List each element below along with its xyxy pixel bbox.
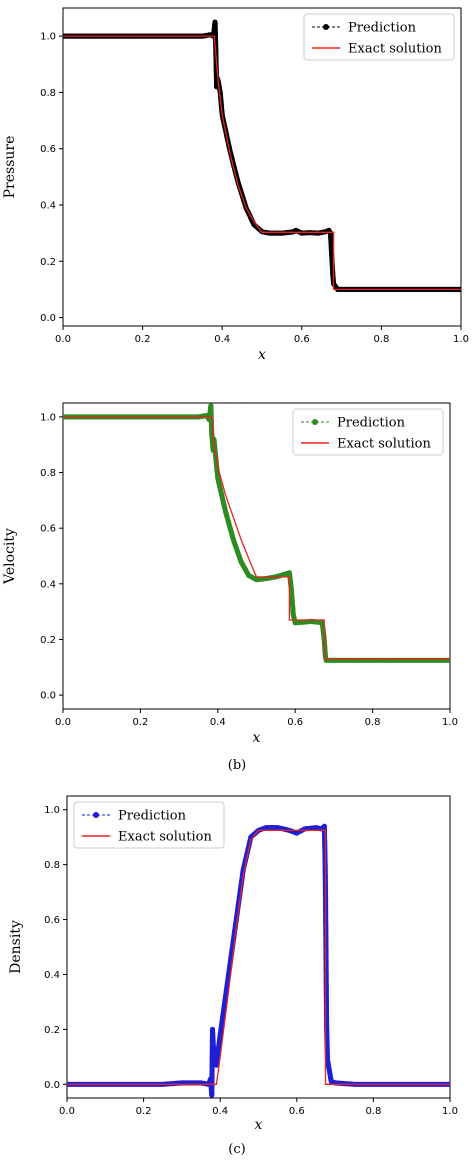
x-tick-label: 1.0 bbox=[442, 717, 458, 728]
legend: Prediction Exact solution bbox=[292, 408, 444, 456]
exact-solution-line bbox=[67, 829, 450, 1085]
legend-prediction-label: Prediction bbox=[118, 809, 187, 824]
x-tick-label: 0.4 bbox=[212, 1106, 228, 1117]
y-tick-label: 0.0 bbox=[44, 1080, 60, 1091]
x-tick-label: 1.0 bbox=[453, 334, 469, 345]
legend-prediction-marker bbox=[323, 24, 329, 30]
x-tick-label: 0.8 bbox=[365, 1106, 381, 1117]
x-axis-title: x bbox=[253, 730, 261, 746]
y-axis-title: Pressure bbox=[2, 136, 18, 199]
x-tick-label: 1.0 bbox=[442, 1106, 458, 1117]
chart-panel-a: 0.0 0.2 0.4 0.6 0.8 1.0 0.0 0.2 0.4 0.6 0.8 1.0 Pred… bbox=[2, 7, 469, 416]
y-tick-label: 0.4 bbox=[40, 579, 56, 590]
legend-box bbox=[303, 13, 455, 61]
x-tick-label: 0.6 bbox=[287, 717, 303, 728]
series-group bbox=[63, 19, 461, 293]
series-group bbox=[63, 403, 450, 663]
legend-box bbox=[292, 408, 444, 456]
legend-prediction-marker bbox=[312, 419, 318, 425]
x-axis-title: x bbox=[255, 1117, 263, 1133]
y-tick-label: 0.2 bbox=[40, 635, 56, 646]
x-tick-label: 0.2 bbox=[135, 334, 151, 345]
y-tick-label: 1.0 bbox=[40, 32, 56, 43]
y-tick-label: 0.8 bbox=[40, 88, 56, 99]
x-axis-title: x bbox=[258, 347, 266, 363]
panel-caption: (c) bbox=[228, 1142, 245, 1157]
x-tick-label: 0.0 bbox=[59, 1106, 75, 1117]
legend-prediction-marker bbox=[93, 812, 99, 818]
x-tick-label: 0.6 bbox=[289, 1106, 305, 1117]
legend-prediction-label: Prediction bbox=[348, 21, 417, 36]
panel-caption: (b) bbox=[228, 758, 246, 773]
x-tick-label: 0.0 bbox=[55, 334, 71, 345]
x-tick-label: 0.8 bbox=[373, 334, 389, 345]
y-tick-label: 0.2 bbox=[44, 1025, 60, 1036]
x-tick-label: 0.2 bbox=[132, 717, 148, 728]
legend-exact-label: Exact solution bbox=[118, 830, 212, 845]
legend: Prediction Exact solution bbox=[303, 13, 455, 61]
y-axis-title: Velocity bbox=[2, 528, 18, 585]
y-tick-label: 0.8 bbox=[40, 468, 56, 479]
plot-frame bbox=[62, 7, 462, 327]
y-tick-label: 1.0 bbox=[44, 805, 60, 816]
exact-solution-line bbox=[63, 416, 450, 660]
y-tick-label: 0.0 bbox=[40, 691, 56, 702]
legend: Prediction Exact solution bbox=[73, 801, 225, 849]
legend-exact-label: Exact solution bbox=[348, 42, 442, 57]
x-tick-label: 0.2 bbox=[136, 1106, 152, 1117]
y-tick-label: 1.0 bbox=[40, 412, 56, 423]
x-tick-label: 0.6 bbox=[294, 334, 310, 345]
legend-prediction-label: Prediction bbox=[337, 416, 406, 431]
y-tick-label: 0.6 bbox=[40, 524, 56, 535]
series-group bbox=[67, 823, 450, 1098]
y-tick-label: 0.6 bbox=[40, 144, 56, 155]
y-tick-label: 0.6 bbox=[44, 915, 60, 926]
x-tick-label: 0.8 bbox=[365, 717, 381, 728]
exact-solution-line bbox=[63, 35, 461, 291]
x-tick-label: 0.4 bbox=[210, 717, 226, 728]
y-tick-label: 0.2 bbox=[40, 257, 56, 268]
legend-exact-label: Exact solution bbox=[337, 437, 431, 452]
chart-panel-b: 0.0 0.2 0.4 0.6 0.8 1.0 0.0 0.2 0.4 0.6 0.8 1.0 Pred… bbox=[2, 402, 458, 773]
y-tick-label: 0.4 bbox=[44, 970, 60, 981]
y-tick-label: 0.0 bbox=[40, 313, 56, 324]
legend-box bbox=[73, 801, 225, 849]
y-axis-title: Density bbox=[8, 920, 24, 974]
chart-panel-c: 0.0 0.2 0.4 0.6 0.8 1.0 0.0 0.2 0.4 0.6 0.8 1.0 Pred… bbox=[8, 795, 458, 1157]
x-tick-label: 0.0 bbox=[55, 717, 71, 728]
y-tick-label: 0.8 bbox=[44, 860, 60, 871]
x-tick-label: 0.4 bbox=[214, 334, 230, 345]
y-tick-label: 0.4 bbox=[40, 200, 56, 211]
